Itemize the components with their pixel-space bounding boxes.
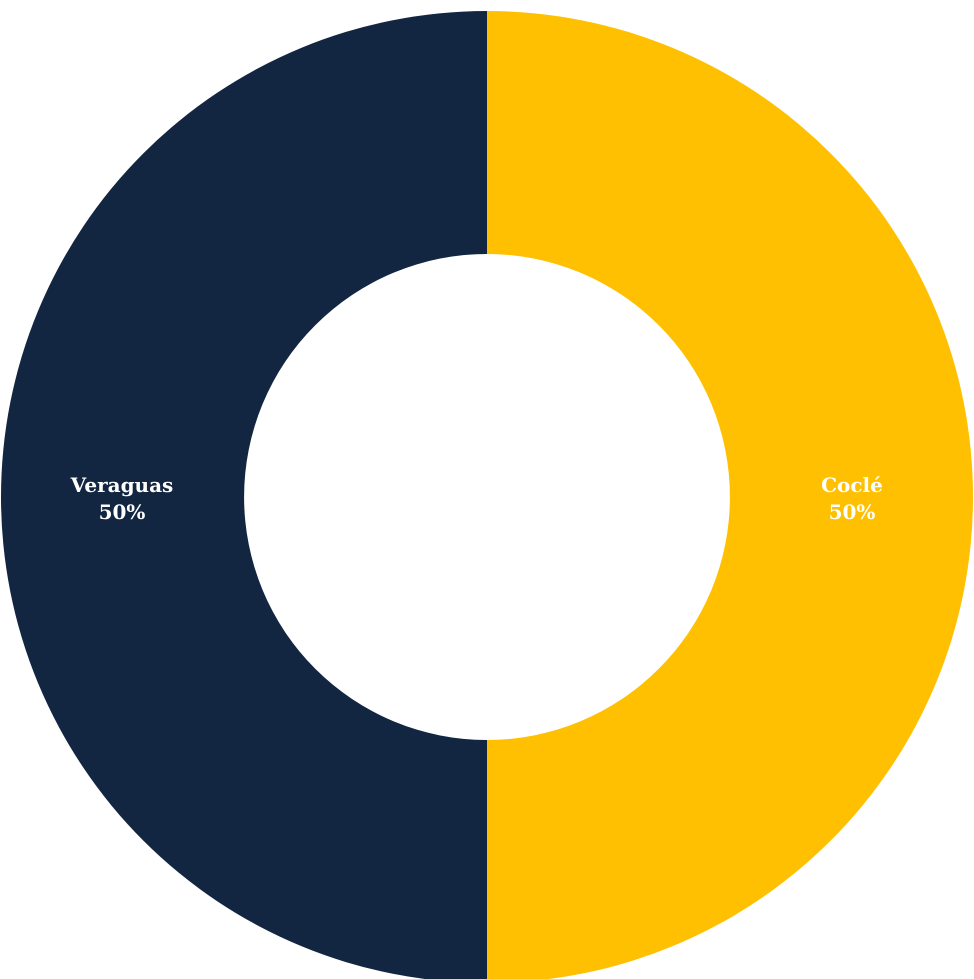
slice-label-percent: 50% [829, 500, 876, 524]
slice-label-percent: 50% [99, 500, 146, 524]
slice-label-name: Veraguas [70, 473, 174, 497]
slice-cocl- [487, 11, 973, 979]
slice-label-name: Coclé [821, 473, 883, 497]
